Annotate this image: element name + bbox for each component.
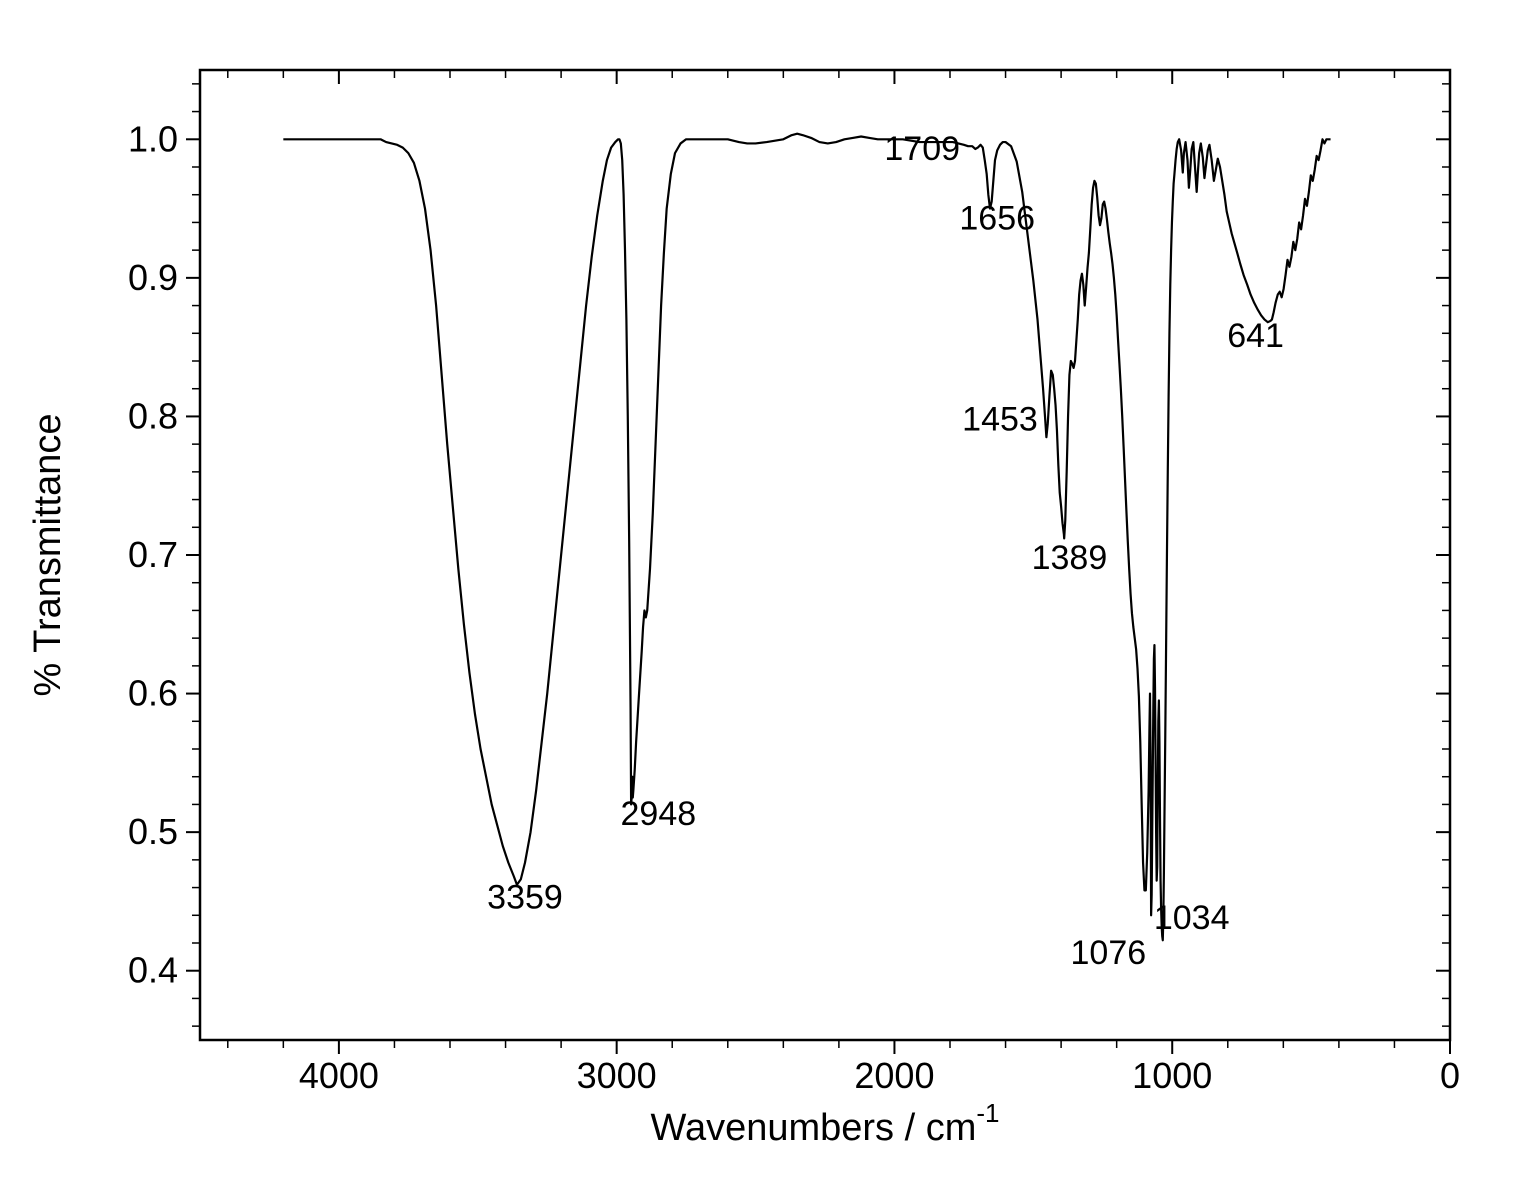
ir-spectrum-chart: 4000 3000 2000 1000 0 0.4 0.5 0.6 0.7 0.8 0.9 1.0 3… — [0, 0, 1533, 1179]
x-axis-label-text: Wavenumbers / cm-1 — [650, 1098, 999, 1149]
y-tick-label: 0.9 — [128, 257, 178, 298]
y-tick-label: 0.4 — [128, 950, 178, 991]
x-tick-label: 1000 — [1132, 1055, 1212, 1096]
x-tick-label: 0 — [1440, 1055, 1460, 1096]
x-tick-label: 2000 — [854, 1055, 934, 1096]
peak-label: 1034 — [1154, 899, 1230, 937]
peak-label: 1453 — [962, 400, 1038, 438]
peak-label: 3359 — [487, 878, 563, 916]
peak-label: 1076 — [1071, 934, 1147, 972]
peak-label: 1389 — [1032, 539, 1108, 577]
y-tick-label: 0.7 — [128, 534, 178, 575]
plot-background — [200, 70, 1450, 1040]
y-tick-label: 1.0 — [128, 118, 178, 159]
peak-label: 1656 — [959, 199, 1035, 237]
chart-svg: 4000 3000 2000 1000 0 0.4 0.5 0.6 0.7 0.8 0.9 1.0 3… — [0, 0, 1533, 1179]
y-axis-label: % Transmittance — [27, 414, 69, 697]
peak-label: 641 — [1227, 317, 1284, 355]
y-tick-label: 0.6 — [128, 673, 178, 714]
x-tick-label: 4000 — [299, 1055, 379, 1096]
y-tick-label: 0.8 — [128, 395, 178, 436]
x-tick-label: 3000 — [577, 1055, 657, 1096]
peak-label: 1709 — [884, 130, 960, 168]
x-axis-label: Wavenumbers / cm-1 — [650, 1098, 999, 1149]
y-tick-label: 0.5 — [128, 811, 178, 852]
peak-label: 2948 — [621, 795, 697, 833]
